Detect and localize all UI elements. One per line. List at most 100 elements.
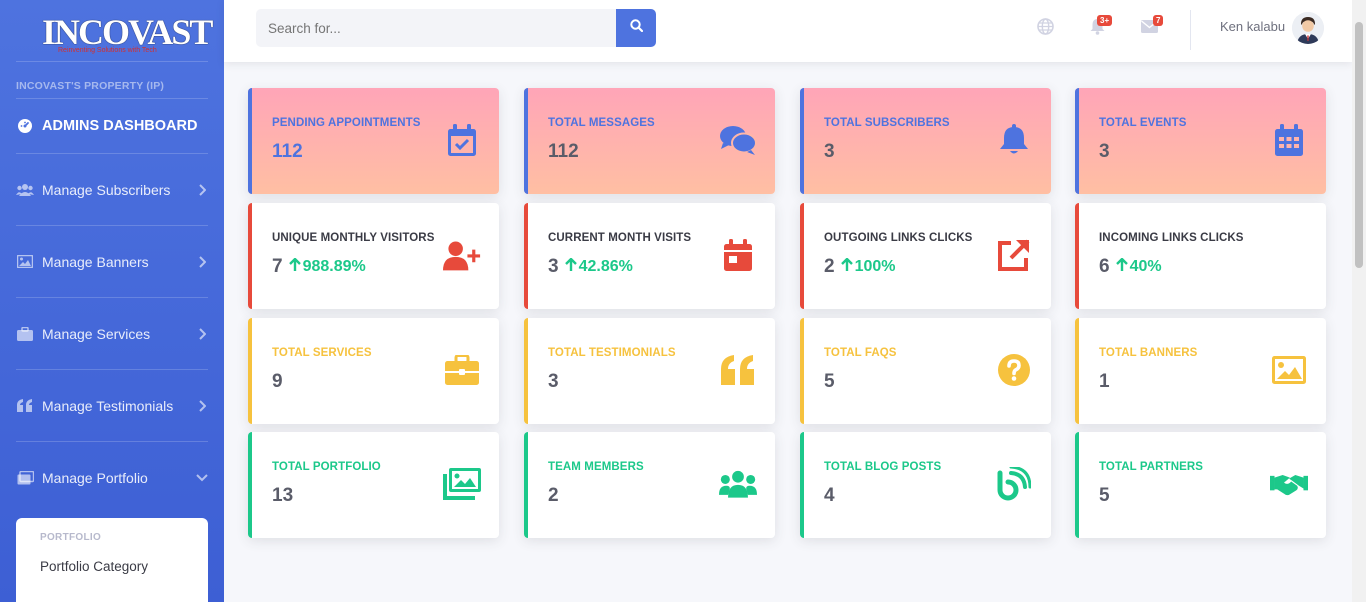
card-accent-bar <box>1075 88 1079 194</box>
calendar-day-icon <box>719 237 757 273</box>
card-value: 13 <box>272 485 293 507</box>
sidebar-item-dashboard[interactable]: ADMINS DASHBOARD <box>0 99 224 153</box>
card-accent-bar <box>800 432 804 538</box>
messages-button[interactable]: 7 <box>1138 15 1164 40</box>
sidebar-item-label: Manage Services <box>42 325 151 342</box>
card-outgoing-links-clicks[interactable]: OUTGOING LINKS CLICKS 2 100% <box>800 203 1051 309</box>
trend-value: 40% <box>1129 258 1162 275</box>
card-accent-bar <box>524 88 528 194</box>
card-label: PENDING APPOINTMENTS <box>272 117 421 129</box>
card-label: TOTAL TESTIMONIALS <box>548 347 676 359</box>
card-value: 9 <box>272 371 283 393</box>
card-total-events[interactable]: TOTAL EVENTS 3 <box>1075 88 1326 194</box>
logo[interactable]: INCOVAST Reinventing Solutions with Tech <box>42 9 213 54</box>
calendar-grid-icon <box>1270 122 1308 158</box>
brand[interactable]: INCOVAST Reinventing Solutions with Tech <box>16 0 213 62</box>
sidebar-item-services[interactable]: Manage Services <box>16 298 208 370</box>
card-total-partners[interactable]: TOTAL PARTNERS 5 <box>1075 432 1326 538</box>
quote-icon <box>16 399 34 412</box>
card-value-number: 6 <box>1099 256 1110 277</box>
card-accent-bar <box>248 88 252 194</box>
card-total-testimonials[interactable]: TOTAL TESTIMONIALS 3 <box>524 318 775 424</box>
card-accent-bar <box>248 203 252 309</box>
card-value-number: 13 <box>272 485 294 506</box>
card-value-number: 4 <box>824 485 835 506</box>
images-icon <box>16 471 34 485</box>
card-label: UNIQUE MONTHLY VISITORS <box>272 232 435 244</box>
user-name[interactable]: Ken kalabu <box>1220 19 1286 34</box>
sidebar-item-banners[interactable]: Manage Banners <box>16 226 208 298</box>
search-input[interactable] <box>256 9 616 47</box>
card-accent-bar <box>1075 432 1079 538</box>
topbar: 3+ 7 Ken kalabu <box>224 0 1352 62</box>
card-total-portfolio[interactable]: TOTAL PORTFOLIO 13 <box>248 432 499 538</box>
search-button[interactable] <box>616 9 656 47</box>
page-scrollbar[interactable] <box>1352 0 1366 602</box>
comments-icon <box>719 122 757 158</box>
card-accent-bar <box>1075 318 1079 424</box>
calendar-check-icon <box>443 122 481 158</box>
arrow-up-icon <box>840 256 853 277</box>
chevron-right-icon <box>196 399 208 412</box>
logo-text: INCOVAST <box>42 11 213 52</box>
external-link-icon <box>995 237 1033 273</box>
card-total-blog-posts[interactable]: TOTAL BLOG POSTS 4 <box>800 432 1051 538</box>
card-value-number: 112 <box>272 141 303 162</box>
card-label: TEAM MEMBERS <box>548 461 644 473</box>
arrow-up-icon <box>564 256 577 277</box>
card-value-number: 1 <box>1099 371 1110 392</box>
card-value-number: 2 <box>824 256 835 277</box>
card-current-month-visits[interactable]: CURRENT MONTH VISITS 3 42.86% <box>524 203 775 309</box>
card-pending-appointments[interactable]: PENDING APPOINTMENTS 112 <box>248 88 499 194</box>
search-icon <box>629 19 643 37</box>
sidebar-item-testimonials[interactable]: Manage Testimonials <box>16 370 208 442</box>
card-total-banners[interactable]: TOTAL BANNERS 1 <box>1075 318 1326 424</box>
card-value: 3 <box>1099 141 1110 163</box>
chevron-right-icon <box>196 183 208 196</box>
card-label: TOTAL EVENTS <box>1099 117 1187 129</box>
card-label: TOTAL PARTNERS <box>1099 461 1204 473</box>
card-team-members[interactable]: TEAM MEMBERS 2 <box>524 432 775 538</box>
card-label: INCOMING LINKS CLICKS <box>1099 232 1244 244</box>
sidebar: INCOVAST Reinventing Solutions with Tech… <box>0 0 224 602</box>
sidebar-item-subscribers[interactable]: Manage Subscribers <box>16 154 208 226</box>
card-total-faqs[interactable]: TOTAL FAQS 5 <box>800 318 1051 424</box>
card-value: 2 <box>548 485 559 507</box>
card-label: TOTAL PORTFOLIO <box>272 461 381 473</box>
card-label: TOTAL SUBSCRIBERS <box>824 117 950 129</box>
question-circle-icon <box>995 352 1033 388</box>
card-total-subscribers[interactable]: TOTAL SUBSCRIBERS 3 <box>800 88 1051 194</box>
handshake-icon <box>1270 466 1308 502</box>
image-icon <box>1270 352 1308 388</box>
users-icon <box>719 466 757 502</box>
card-accent-bar <box>248 432 252 538</box>
card-unique-monthly-visitors[interactable]: UNIQUE MONTHLY VISITORS 7 988.89% <box>248 203 499 309</box>
card-label: CURRENT MONTH VISITS <box>548 232 692 244</box>
avatar[interactable] <box>1292 12 1324 44</box>
card-label: TOTAL BLOG POSTS <box>824 461 942 473</box>
card-total-messages[interactable]: TOTAL MESSAGES 112 <box>524 88 775 194</box>
scrollbar-thumb[interactable] <box>1355 22 1363 268</box>
alerts-button[interactable]: 3+ <box>1086 15 1113 40</box>
card-total-services[interactable]: TOTAL SERVICES 9 <box>248 318 499 424</box>
logo-tagline: Reinventing Solutions with Tech <box>58 46 157 54</box>
sidebar-item-label: Manage Subscribers <box>42 181 171 198</box>
alerts-badge: 3+ <box>1097 15 1113 26</box>
blog-icon <box>995 466 1033 502</box>
images-icon <box>443 466 481 502</box>
card-value-number: 3 <box>548 371 559 392</box>
card-incoming-links-clicks[interactable]: INCOMING LINKS CLICKS 6 40% <box>1075 203 1326 309</box>
card-accent-bar <box>248 318 252 424</box>
sidebar-item-portfolio[interactable]: Manage Portfolio <box>16 442 208 514</box>
card-value: 5 <box>824 371 835 393</box>
card-accent-bar <box>800 88 804 194</box>
language-button[interactable] <box>1034 18 1056 40</box>
card-value: 112 <box>548 141 579 163</box>
submenu-item-portfolio-category[interactable]: Portfolio Category <box>40 559 149 574</box>
card-value: 3 <box>548 371 559 393</box>
divider <box>16 153 208 154</box>
card-value: 3 42.86% <box>548 256 633 278</box>
topbar-divider <box>1190 10 1191 50</box>
card-value: 2 100% <box>824 256 896 278</box>
chevron-right-icon <box>196 327 208 340</box>
